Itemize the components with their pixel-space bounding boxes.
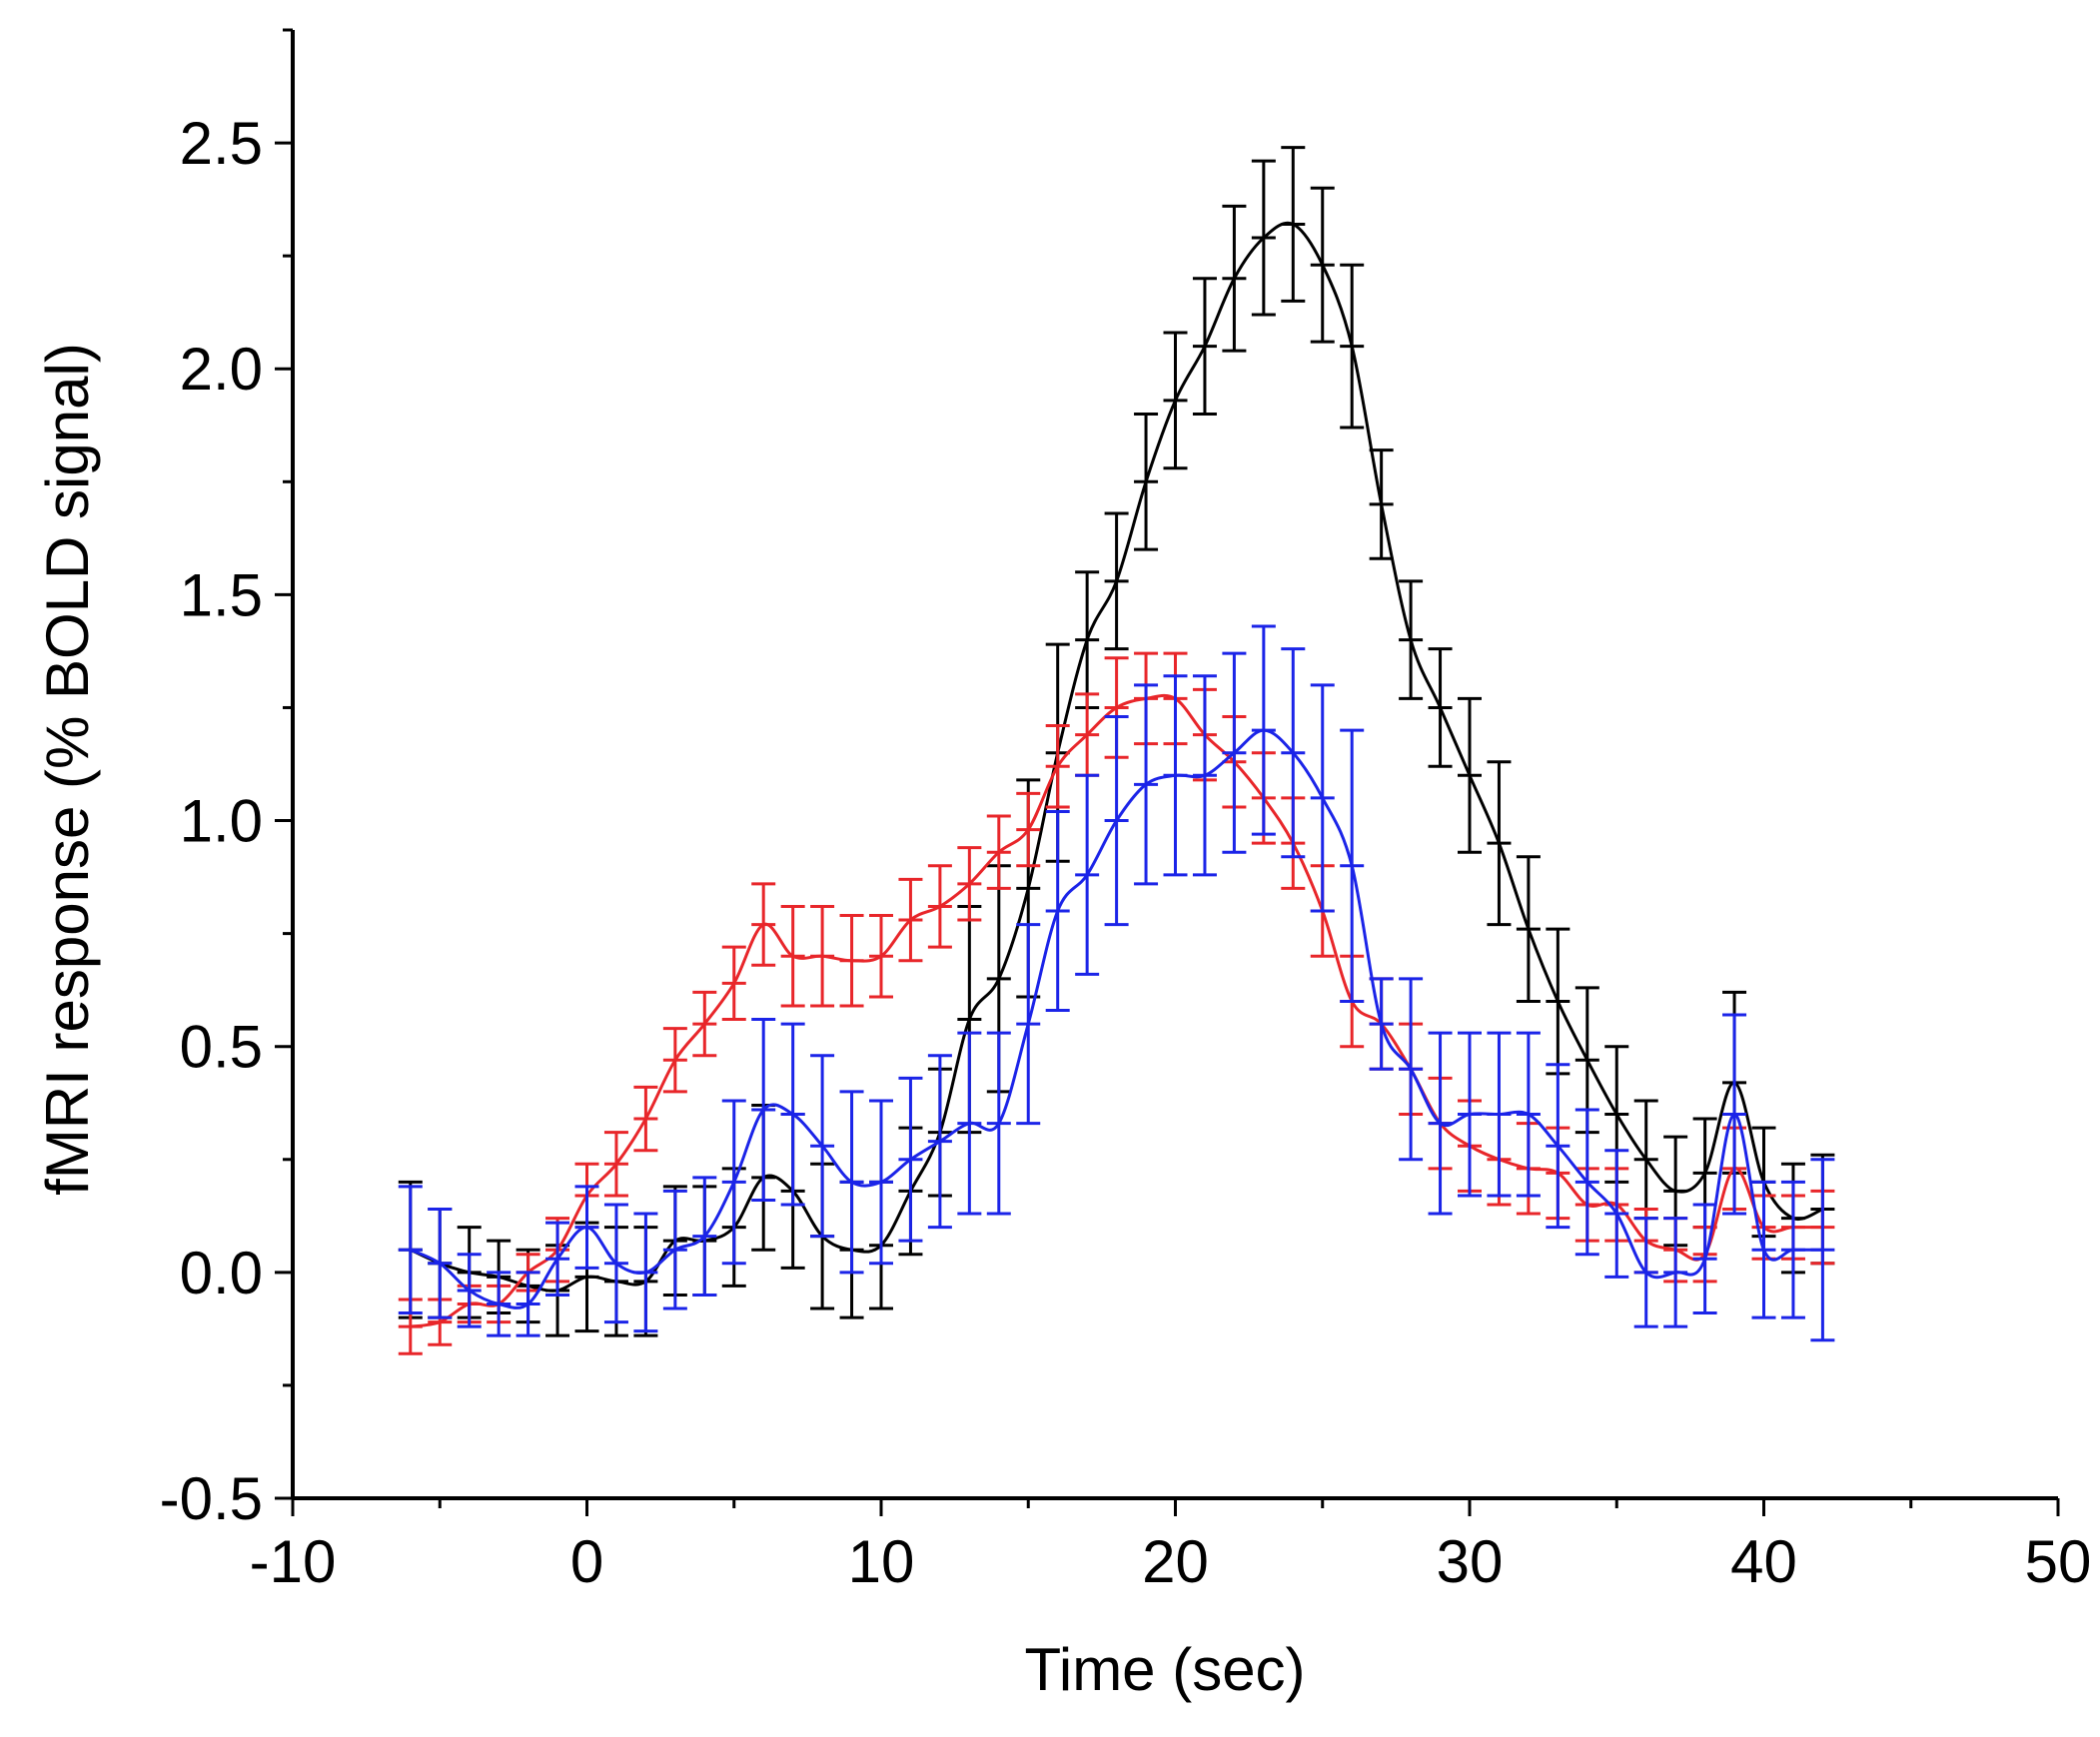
- x-axis-title: Time (sec): [1024, 1636, 1305, 1703]
- x-tick-label: 10: [848, 1528, 915, 1595]
- y-tick-label: 2.5: [180, 110, 263, 177]
- y-axis-title: fMRI response (% BOLD signal): [34, 343, 101, 1196]
- y-tick-label: 2.0: [180, 336, 263, 403]
- x-tick-label: -10: [250, 1528, 337, 1595]
- series-layer: [398, 146, 1835, 1355]
- series-line-blue: [410, 728, 1823, 1309]
- x-tick-label: 40: [1730, 1528, 1797, 1595]
- axes: -10 0 10 20 30 40 50 -0.5 0.0 0.5 1.0 1.5 2.0 2.5: [160, 28, 2092, 1595]
- y-tick-label: 1.0: [180, 788, 263, 855]
- y-tick-label: 1.5: [180, 561, 263, 628]
- y-tick-label: -0.5: [160, 1465, 263, 1532]
- x-tick-label: 30: [1437, 1528, 1504, 1595]
- y-tick-label: 0.5: [180, 1014, 263, 1081]
- series-blue: [398, 624, 1835, 1342]
- x-tick-label: 20: [1142, 1528, 1209, 1595]
- y-tick-label: 0.0: [180, 1240, 263, 1306]
- x-tick-label: 0: [570, 1528, 603, 1595]
- x-tick-label: 50: [2025, 1528, 2092, 1595]
